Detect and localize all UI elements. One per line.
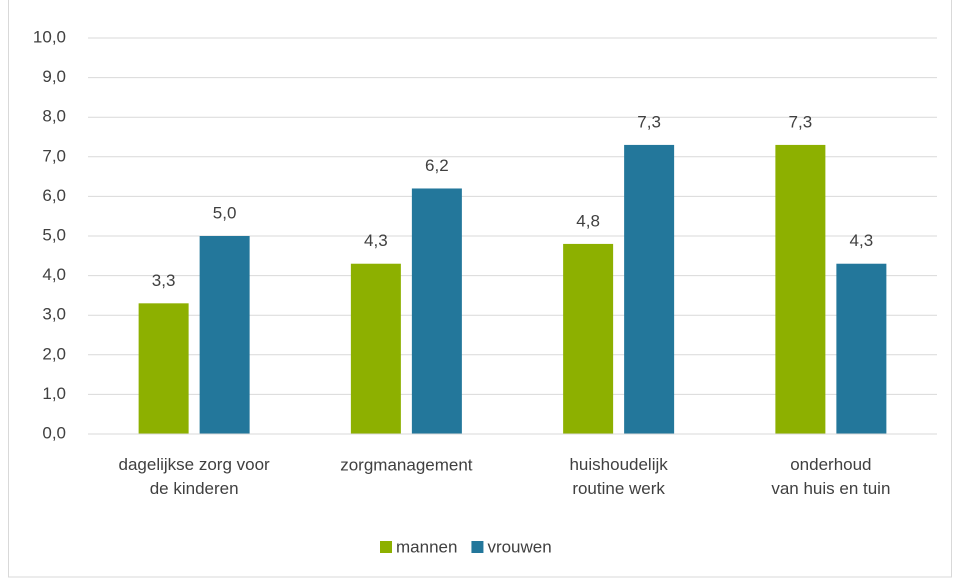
legend-label: vrouwen xyxy=(487,537,551,556)
x-tick-label: dagelijkse zorg voor de kinderen xyxy=(119,455,271,498)
data-label: 6,2 xyxy=(425,156,449,175)
bar xyxy=(199,236,250,434)
legend-swatch xyxy=(471,541,484,553)
data-label: 4,3 xyxy=(364,231,388,250)
bar xyxy=(775,144,826,435)
data-label: 4,8 xyxy=(576,211,600,230)
bar xyxy=(138,303,189,434)
y-tick-label: 2,0 xyxy=(42,344,66,363)
legend-swatch xyxy=(380,541,392,553)
y-tick-label: 9,0 xyxy=(42,67,66,86)
data-label: 7,3 xyxy=(637,112,661,131)
x-tick-label: huishoudelijk routine werk xyxy=(569,455,668,498)
y-tick-label: 6,0 xyxy=(42,186,66,205)
data-label: 3,3 xyxy=(152,271,176,290)
y-tick-label: 3,0 xyxy=(42,305,66,324)
bar xyxy=(411,188,462,434)
y-tick-label: 7,0 xyxy=(42,146,66,165)
y-tick-label: 8,0 xyxy=(42,107,66,126)
x-tick-label: onderhoud van huis en tuin xyxy=(771,455,890,498)
data-label: 4,3 xyxy=(850,231,874,250)
bar xyxy=(350,263,401,434)
y-tick-label: 4,0 xyxy=(42,265,66,284)
y-tick-label: 10,0 xyxy=(33,27,66,46)
x-tick-label: zorgmanagement xyxy=(340,455,473,474)
bar xyxy=(624,144,675,435)
data-label: 5,0 xyxy=(213,203,237,222)
y-tick-label: 5,0 xyxy=(42,225,66,244)
bar xyxy=(836,263,887,434)
legend-label: mannen xyxy=(396,537,457,556)
y-tick-label: 1,0 xyxy=(42,384,66,403)
data-label: 7,3 xyxy=(789,112,813,131)
y-tick-label: 0,0 xyxy=(42,423,66,442)
bar xyxy=(563,243,614,434)
